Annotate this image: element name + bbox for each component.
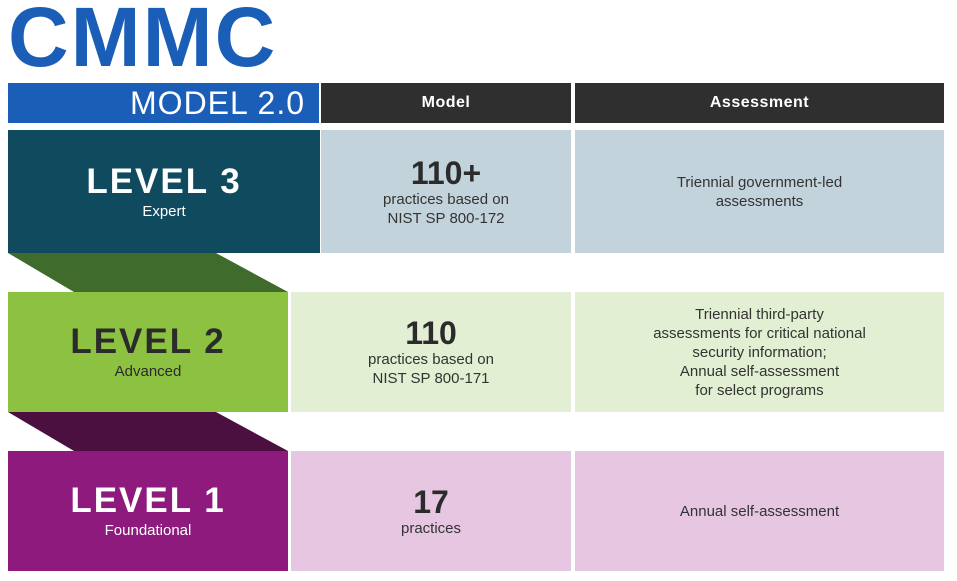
level-2-model-line: practices based on <box>368 351 494 368</box>
level-2-assessment-line: for select programs <box>695 381 824 399</box>
column-header-model: Model <box>321 83 571 123</box>
level-3-practice-count: 110+ <box>410 154 482 191</box>
level-1-assessment-cell: Annual self-assessment <box>575 451 944 571</box>
level-3-label: LEVEL 3 Expert <box>8 130 320 253</box>
level-2-model-line: NIST SP 800-171 <box>372 370 490 387</box>
level-1-label: LEVEL 1 Foundational <box>8 451 288 571</box>
connector-level2-to-level1 <box>8 412 288 451</box>
level-3-model-line: NIST SP 800-172 <box>387 209 505 227</box>
column-header-assessment-text: Assessment <box>709 94 810 111</box>
level-3-name: LEVEL 3 <box>86 161 242 201</box>
level-1-assessment-line: Annual self-assessment <box>679 502 840 520</box>
column-header-model-text: Model <box>421 94 471 111</box>
level-1-name: LEVEL 1 <box>70 481 226 520</box>
level-2-assessment-line: Triennial third-party <box>695 305 824 323</box>
level-3-model-line: practices based on <box>383 190 509 208</box>
level-1-practice-count: 17 <box>413 483 449 520</box>
level-2-practice-count: 110 <box>405 315 457 351</box>
level-2-label: LEVEL 2 Advanced <box>8 292 288 412</box>
column-header-assessment: Assessment <box>575 83 944 123</box>
level-3-assessment-line: assessments <box>715 192 804 210</box>
level-1-tier: Foundational <box>104 522 192 539</box>
model-version-text: MODEL 2.0 <box>130 84 305 121</box>
connector-level3-to-level2 <box>8 253 288 292</box>
level-3-assessment-line: Triennial government-led <box>676 173 843 191</box>
level-1-model-cell: 17 practices <box>291 451 571 571</box>
level-3-model-cell: 110+ practices based on NIST SP 800-172 <box>321 130 571 253</box>
level-2-assessment-line: security information; <box>692 343 827 361</box>
model-version-label: MODEL 2.0 <box>8 83 319 123</box>
level-3-tier: Expert <box>142 202 186 220</box>
level-2-tier: Advanced <box>114 363 182 380</box>
level-2-assessment-cell: Triennial third-party assessments for cr… <box>575 292 944 412</box>
level-2-assessment-line: Annual self-assessment <box>679 362 840 380</box>
level-1-model-line: practices <box>400 519 462 537</box>
level-2-name: LEVEL 2 <box>70 322 226 361</box>
level-2-assessment-line: assessments for critical national <box>653 324 866 342</box>
cmmc-title: CMMC <box>8 0 278 84</box>
level-3-assessment-cell: Triennial government-led assessments <box>575 130 944 253</box>
level-2-model-cell: 110 practices based on NIST SP 800-171 <box>291 292 571 412</box>
